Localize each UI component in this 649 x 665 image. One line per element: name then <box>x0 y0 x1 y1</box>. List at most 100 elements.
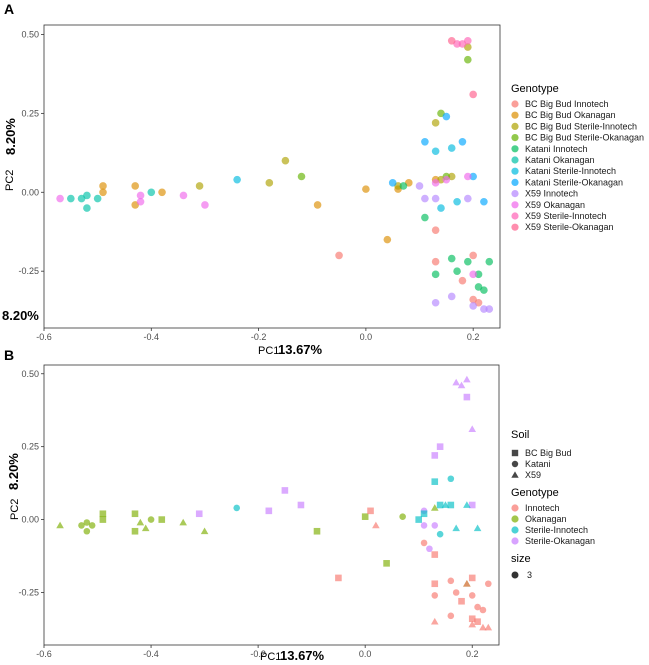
genotype-legend-label: Okanagan <box>525 514 567 524</box>
panel-b-size-legend-key <box>511 571 519 579</box>
panel-b-size-legend-title: size <box>511 553 531 565</box>
data-point <box>83 204 91 212</box>
data-point <box>474 618 481 625</box>
data-point <box>136 191 145 200</box>
panel-a-letter: A <box>4 1 14 17</box>
panel-a-y-tick-label: 0.50 <box>21 29 39 39</box>
data-point <box>447 501 455 509</box>
data-point <box>421 137 429 146</box>
data-point <box>233 175 241 184</box>
data-point <box>313 201 322 209</box>
data-point <box>447 36 456 45</box>
soil-legend-key <box>511 460 519 468</box>
data-point <box>136 197 145 206</box>
data-point <box>431 478 439 485</box>
data-point <box>297 501 305 509</box>
panel-a-x-tick-label: 0.0 <box>360 332 373 342</box>
data-point <box>437 204 445 212</box>
data-point <box>335 251 343 260</box>
data-point <box>131 182 139 190</box>
data-point <box>458 597 465 605</box>
data-point <box>99 510 107 518</box>
data-point <box>388 179 397 187</box>
legend-label: Katani Sterile-Innotech <box>525 166 616 176</box>
legend-label: X59 Sterile-Innotech <box>525 211 607 221</box>
panel-b-letter: B <box>4 347 14 363</box>
data-point <box>431 522 439 529</box>
panel-b-x-tick-label: -0.2 <box>250 649 266 659</box>
data-point <box>469 270 477 279</box>
data-point <box>420 522 428 529</box>
data-point <box>431 452 439 459</box>
data-point <box>458 137 467 146</box>
panel-b-genotype-legend-title: Genotype <box>511 487 559 499</box>
data-point <box>131 527 139 535</box>
legend-key <box>511 156 519 164</box>
data-point <box>468 425 477 433</box>
data-point <box>464 194 472 203</box>
panel-a-y-axis-label: PC2 <box>4 170 16 191</box>
data-point <box>431 298 440 307</box>
panel-a-y-axis-pct: 8.20% <box>3 118 18 155</box>
panel-b-y-tick-label: 0.25 <box>21 442 39 452</box>
panel-a-y-tick-label: -0.25 <box>18 266 39 276</box>
data-point <box>468 592 476 599</box>
data-point <box>372 521 380 529</box>
data-point <box>415 182 424 190</box>
legend-label: X59 Okanagan <box>525 200 585 210</box>
data-point <box>415 516 423 523</box>
data-point <box>469 172 477 181</box>
legend-label: Katani Sterile-Okanagan <box>525 177 623 187</box>
data-point <box>136 518 145 526</box>
panel-a-x-axis-pct: 13.67% <box>278 342 323 357</box>
data-point <box>420 539 428 547</box>
panel-b-y-tick-label: 0.00 <box>21 515 39 525</box>
legend-key <box>511 178 519 186</box>
data-point <box>420 510 428 518</box>
data-point <box>468 501 476 509</box>
data-point <box>99 182 107 190</box>
data-point <box>179 191 188 200</box>
legend-key <box>511 212 519 220</box>
genotype-legend-key <box>511 515 519 523</box>
data-point <box>383 560 390 567</box>
panel-b-x-tick-label: -0.6 <box>36 649 52 659</box>
data-point <box>436 501 444 509</box>
data-point <box>147 516 155 523</box>
data-point <box>463 393 471 401</box>
panel-a-x-tick-label: -0.6 <box>36 332 52 342</box>
data-point <box>431 257 440 266</box>
data-point <box>265 179 274 187</box>
data-point <box>56 521 64 529</box>
data-point <box>431 147 440 156</box>
data-point <box>480 305 488 313</box>
data-point <box>67 194 75 203</box>
soil-legend-key <box>511 449 519 457</box>
data-point <box>431 580 439 588</box>
data-point <box>469 90 477 99</box>
panel-b-y-axis-label: PC2 <box>9 499 21 520</box>
data-point <box>421 194 429 203</box>
data-point <box>430 504 439 511</box>
data-point <box>479 623 487 631</box>
data-point <box>147 188 156 197</box>
data-point <box>78 522 85 529</box>
data-point <box>485 305 494 313</box>
data-point <box>452 589 460 596</box>
panel-b-soil-legend-title: Soil <box>511 429 529 441</box>
data-point <box>313 527 321 535</box>
soil-legend-key <box>511 471 519 478</box>
data-point <box>442 175 451 184</box>
legend-label: Katani Innotech <box>525 144 588 154</box>
legend-key <box>511 122 519 130</box>
panel-a-x-tick-label: -0.2 <box>251 332 267 342</box>
data-point <box>399 513 406 520</box>
data-point <box>421 213 429 222</box>
data-point <box>195 182 204 190</box>
legend-key <box>511 201 519 209</box>
data-point <box>485 257 494 266</box>
data-point <box>99 188 107 197</box>
panel-b-y-tick-label: -0.25 <box>18 588 39 598</box>
data-point <box>458 276 467 285</box>
data-point <box>383 235 392 244</box>
